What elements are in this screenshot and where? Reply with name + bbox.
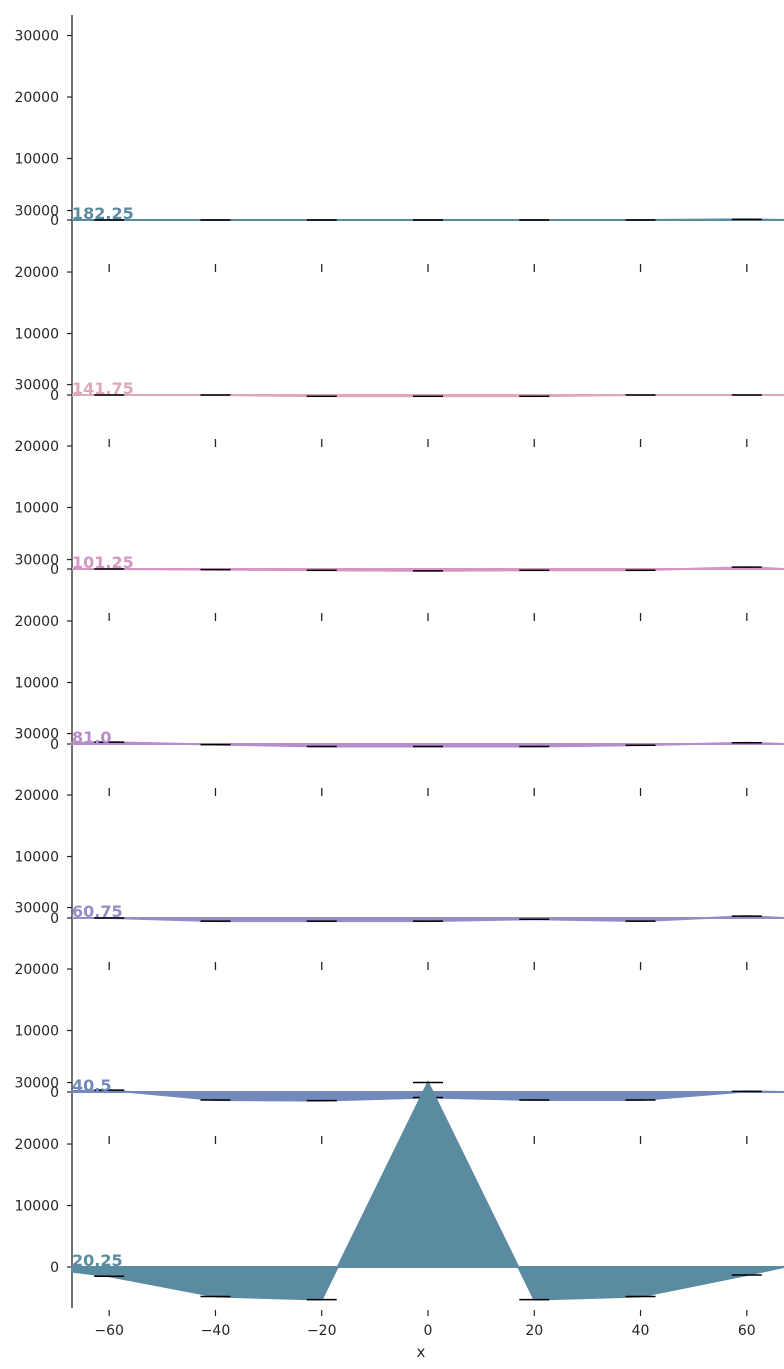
y-tick-label: 10000 bbox=[14, 1199, 59, 1215]
ridge-label: 81.0 bbox=[72, 728, 111, 747]
ridge-label: 101.25 bbox=[72, 553, 134, 572]
ridge-101.25: 0 10000 20000 30000 101.25 bbox=[14, 378, 784, 621]
y-tick-label: 20000 bbox=[14, 614, 59, 630]
x-tick-label: −20 bbox=[307, 1323, 337, 1339]
y-tick-label: 0 bbox=[50, 213, 59, 229]
y-tick-label: 30000 bbox=[14, 29, 59, 45]
ridge-panels: 0 10000 20000 30000 182.25 0 10000 20000 30000 14… bbox=[14, 29, 784, 1301]
y-tick-label: 30000 bbox=[14, 901, 59, 917]
ridge-label: 60.75 bbox=[72, 902, 123, 921]
x-axis-title: x bbox=[417, 1343, 426, 1361]
y-tick-label: 10000 bbox=[14, 327, 59, 343]
y-tick-label: 20000 bbox=[14, 962, 59, 978]
y-tick-label: 30000 bbox=[14, 727, 59, 743]
x-axis: −60 −40 −20 0 20 40 60 bbox=[94, 1310, 756, 1339]
x-tick-label: 40 bbox=[632, 1323, 650, 1339]
y-tick-label: 20000 bbox=[14, 265, 59, 281]
y-tick-label: 0 bbox=[50, 388, 59, 404]
x-tick-label: 0 bbox=[424, 1323, 433, 1339]
y-tick-label: 30000 bbox=[14, 553, 59, 569]
ridge-182.25: 0 10000 20000 30000 182.25 bbox=[14, 29, 784, 272]
x-tick-label: 20 bbox=[525, 1323, 543, 1339]
ridge-label: 182.25 bbox=[72, 204, 134, 223]
ridge-label: 20.25 bbox=[72, 1251, 123, 1270]
y-tick-label: 0 bbox=[50, 1085, 59, 1101]
ridge-40.5: 0 10000 20000 30000 40.5 bbox=[14, 901, 784, 1144]
x-tick-label: −40 bbox=[201, 1323, 231, 1339]
ridge-141.75: 0 10000 20000 30000 141.75 bbox=[14, 204, 784, 447]
y-tick-label: 10000 bbox=[14, 1024, 59, 1040]
ridge-label: 141.75 bbox=[72, 379, 134, 398]
y-tick-label: 0 bbox=[50, 562, 59, 578]
ridge-81.0: 0 10000 20000 30000 81.0 bbox=[14, 553, 784, 796]
y-tick-label: 0 bbox=[50, 1260, 59, 1276]
y-tick-label: 30000 bbox=[14, 1076, 59, 1092]
y-tick-label: 20000 bbox=[14, 1137, 59, 1153]
ridge-20.25: 0 10000 20000 30000 20.25 bbox=[14, 1076, 784, 1301]
y-tick-label: 10000 bbox=[14, 676, 59, 692]
y-tick-label: 30000 bbox=[14, 378, 59, 394]
y-tick-label: 10000 bbox=[14, 501, 59, 517]
y-tick-label: 20000 bbox=[14, 439, 59, 455]
ridge-label: 40.5 bbox=[72, 1076, 111, 1095]
x-tick-label: 60 bbox=[738, 1323, 756, 1339]
x-tick-label: −60 bbox=[94, 1323, 124, 1339]
y-tick-label: 10000 bbox=[14, 850, 59, 866]
y-tick-label: 10000 bbox=[14, 152, 59, 168]
ridge-60.75: 0 10000 20000 30000 60.75 bbox=[14, 727, 784, 970]
y-tick-label: 0 bbox=[50, 911, 59, 927]
y-tick-label: 30000 bbox=[14, 204, 59, 220]
y-tick-label: 0 bbox=[50, 737, 59, 753]
y-tick-label: 20000 bbox=[14, 788, 59, 804]
y-tick-label: 20000 bbox=[14, 90, 59, 106]
